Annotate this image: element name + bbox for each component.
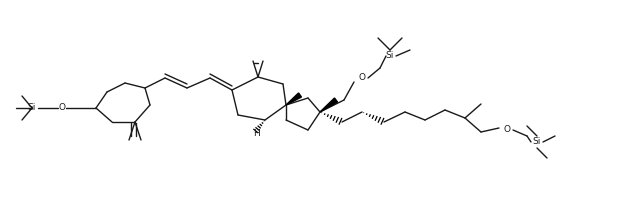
Text: Si: Si: [28, 104, 36, 112]
Text: Si: Si: [533, 138, 541, 146]
Text: O: O: [58, 104, 65, 112]
Polygon shape: [320, 98, 337, 112]
Text: O: O: [504, 126, 510, 135]
Polygon shape: [286, 93, 301, 105]
Text: Si: Si: [386, 51, 394, 61]
Text: O: O: [358, 73, 366, 82]
Text: H: H: [253, 128, 260, 138]
